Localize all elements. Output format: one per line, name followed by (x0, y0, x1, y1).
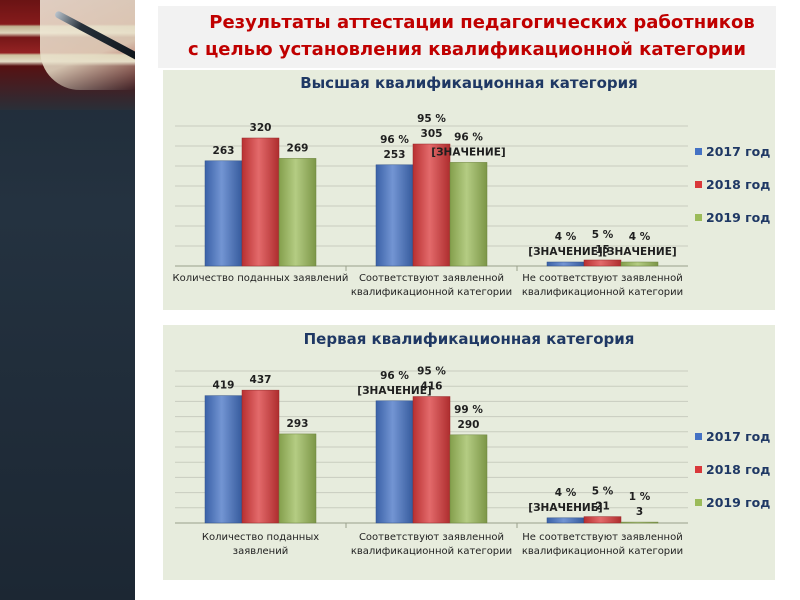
legend-label: 2017 год (706, 428, 771, 444)
data-label: 95 % 305 (417, 113, 446, 140)
legend-swatch-2017 (695, 432, 702, 440)
bar-2-2 (620, 521, 659, 524)
data-label: 320 (250, 122, 272, 134)
legend-item: 2017 год (695, 428, 775, 444)
category-label: Количество поданных заявлений (202, 532, 319, 557)
data-label: 437 (250, 374, 272, 386)
data-label: 95 % 416 (417, 366, 446, 393)
category-label: Не соответствуют заявленной квалификацион… (522, 532, 683, 557)
legend-highest: 2017 год 2018 год 2019 год (695, 143, 775, 242)
bar-chart-first: Количество поданных заявлений 419 437 293 Соо… (175, 366, 688, 557)
bar-1-1 (412, 396, 451, 524)
bar-1-0 (241, 389, 280, 524)
bar-1-1 (412, 143, 451, 267)
category-label: Соответствуют заявленной квалификационной… (351, 532, 512, 557)
legend-swatch-2018 (695, 180, 702, 188)
bar-2-2 (620, 261, 659, 267)
bar-2-0 (278, 433, 317, 524)
category-label: Не соответствуют заявленной квалификацион… (522, 273, 683, 298)
bar-0-0 (204, 395, 243, 524)
bar-1-2 (583, 259, 622, 267)
data-label: 5 % 15 (592, 229, 614, 256)
data-label: 293 (287, 418, 309, 430)
legend-item: 2019 год (695, 494, 775, 510)
data-label: 419 (213, 380, 235, 392)
bar-2-1 (449, 162, 488, 267)
chart-title-first: Первая квалификационная категория (303, 330, 635, 348)
chart-panel-first: Первая квалификационная категория Количе… (163, 325, 775, 580)
legend-label: 2018 год (706, 176, 771, 192)
slide-title-line-1: Результаты аттестации педагогических раб… (209, 12, 755, 33)
bar-1-0 (241, 137, 280, 267)
bar-0-2 (546, 261, 585, 267)
bar-0-2 (546, 517, 585, 524)
data-label: 263 (213, 145, 235, 157)
legend-item: 2018 год (695, 461, 775, 477)
legend-label: 2019 год (706, 494, 771, 510)
bar-0-1 (375, 400, 414, 524)
data-label: 4 % [ЗНАЧЕНИЕ] (602, 231, 676, 258)
category-label: Количество поданных заявлений (173, 273, 349, 284)
legend-swatch-2019 (695, 213, 702, 221)
data-label: 1 % 3 (629, 491, 651, 518)
bar-0-0 (204, 160, 243, 267)
legend-label: 2017 год (706, 143, 771, 159)
bar-0-1 (375, 164, 414, 267)
background-photo (0, 0, 135, 600)
legend-label: 2018 год (706, 461, 771, 477)
data-label: 99 % 290 (454, 404, 483, 431)
legend-item: 2017 год (695, 143, 775, 159)
chart-title-highest: Высшая квалификационная категория (300, 74, 638, 92)
category-label: Соответствуют заявленной квалификационной… (351, 273, 512, 298)
bar-2-0 (278, 158, 317, 267)
data-label: 5 % 21 (592, 486, 614, 513)
legend-swatch-2018 (695, 465, 702, 473)
chart-panel-highest: Высшая квалификационная категория Количе… (163, 70, 775, 310)
legend-swatch-2017 (695, 147, 702, 155)
data-label: 4 % [ЗНАЧЕНИЕ] (528, 231, 602, 258)
legend-item: 2018 год (695, 176, 775, 192)
bar-chart-highest: Количество поданных заявлений 263 320 269 Со… (173, 113, 688, 298)
data-label: 4 % [ЗНАЧЕНИЕ] (528, 487, 602, 514)
data-label: 269 (287, 142, 309, 154)
slide-title: Результаты аттестации педагогических раб… (158, 6, 776, 68)
bar-2-1 (449, 434, 488, 524)
legend-label: 2019 год (706, 209, 771, 225)
slide-title-line-2: с целью установления квалификационной ка… (188, 39, 746, 60)
data-label: 96 % [ЗНАЧЕНИЕ] (357, 370, 431, 397)
legend-first: 2017 год 2018 год 2019 год (695, 428, 775, 527)
bar-1-2 (583, 516, 622, 524)
legend-swatch-2019 (695, 498, 702, 506)
legend-item: 2019 год (695, 209, 775, 225)
data-label: 96 % [ЗНАЧЕНИЕ] (431, 131, 505, 158)
data-label: 96 % 253 (380, 134, 409, 161)
